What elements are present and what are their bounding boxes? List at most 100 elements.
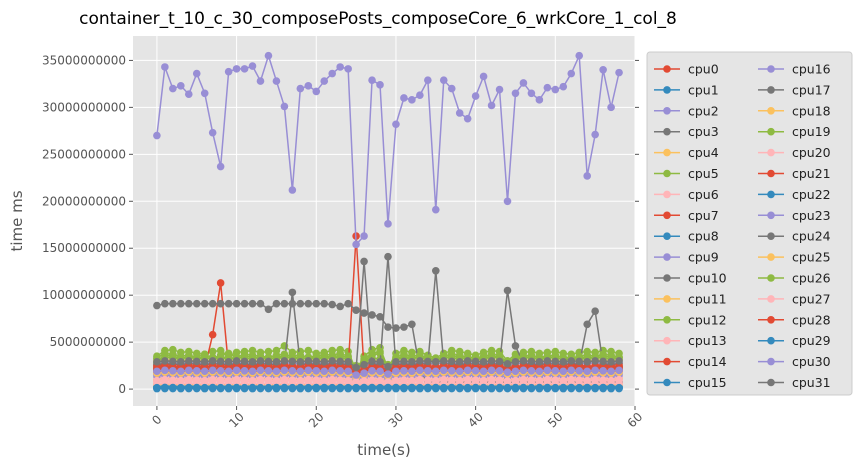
data-point [360, 232, 368, 240]
data-point [280, 350, 289, 359]
data-point [368, 383, 376, 392]
data-point [240, 350, 249, 359]
data-point [192, 69, 201, 78]
data-point [288, 366, 297, 375]
data-point [503, 377, 512, 385]
data-point [240, 383, 249, 392]
data-point [312, 366, 321, 375]
data-point [400, 357, 408, 366]
legend-label: cpu14 [688, 354, 727, 369]
data-point [463, 114, 472, 123]
legend-label: cpu23 [792, 208, 831, 223]
data-point [408, 367, 416, 376]
legend-label: cpu0 [688, 62, 719, 77]
data-point [208, 347, 217, 356]
data-point [519, 375, 528, 384]
legend-item-cpu23: cpu23 [758, 208, 831, 223]
y-tick-label: 5000000000 [50, 335, 126, 349]
legend-item-cpu24: cpu24 [758, 229, 831, 244]
data-point [416, 357, 424, 365]
y-tick-label: 15000000000 [42, 241, 126, 255]
legend-label: cpu3 [688, 124, 719, 139]
data-point [439, 357, 448, 365]
data-point [511, 383, 520, 392]
data-point [256, 383, 265, 392]
data-point [161, 357, 169, 365]
y-tick-label: 20000000000 [42, 194, 126, 208]
data-point [272, 376, 281, 385]
data-point [551, 383, 560, 392]
data-point [280, 383, 289, 392]
data-point [320, 367, 329, 376]
data-point [336, 63, 344, 71]
data-point [567, 366, 576, 375]
data-point [487, 101, 496, 110]
data-point [312, 299, 321, 308]
data-point [336, 349, 344, 358]
series-cpu30 [153, 366, 623, 379]
legend-swatch-marker [663, 232, 671, 240]
data-point [264, 366, 273, 375]
legend-swatch-marker [663, 127, 671, 136]
data-point [161, 349, 169, 358]
legend-label: cpu4 [688, 145, 719, 160]
data-point [216, 162, 225, 171]
data-point [304, 366, 313, 375]
data-point [495, 351, 504, 360]
data-point [368, 376, 376, 384]
data-point [559, 376, 568, 385]
data-point [177, 376, 185, 385]
data-point [527, 351, 536, 360]
data-point [248, 351, 257, 360]
data-point [384, 370, 392, 378]
data-point [591, 383, 599, 392]
data-point [216, 376, 225, 384]
data-point [336, 357, 344, 366]
data-point [384, 323, 392, 331]
legend-item-cpu18: cpu18 [758, 103, 831, 118]
data-point [224, 376, 233, 385]
data-point [551, 376, 560, 384]
data-point [591, 357, 599, 365]
data-point [352, 306, 360, 315]
data-point [463, 366, 472, 375]
legend-swatch-marker [663, 378, 671, 387]
data-point [328, 300, 337, 309]
data-point [240, 366, 249, 375]
data-point [392, 376, 400, 385]
data-point [431, 358, 440, 366]
data-point [256, 299, 265, 308]
data-point [200, 383, 209, 392]
data-point [216, 366, 225, 375]
data-point [352, 378, 360, 386]
data-point [431, 205, 440, 214]
data-point [527, 376, 536, 384]
data-point [376, 383, 384, 392]
data-point [153, 131, 161, 140]
data-point [527, 89, 536, 98]
data-point [400, 94, 408, 102]
data-point [312, 383, 321, 392]
legend-swatch-marker [767, 190, 775, 199]
legend-swatch-marker [767, 86, 775, 94]
data-point [216, 299, 225, 308]
legend-swatch-marker [663, 169, 671, 178]
data-point [511, 367, 520, 376]
legend-label: cpu13 [688, 333, 727, 348]
data-point [320, 376, 329, 385]
data-point [360, 257, 368, 266]
data-point [559, 82, 568, 91]
data-point [208, 375, 217, 384]
data-point [280, 375, 289, 384]
data-point [248, 299, 257, 308]
data-point [368, 357, 376, 366]
data-point [177, 352, 185, 361]
data-point [192, 383, 201, 392]
data-point [184, 357, 193, 365]
data-point [575, 51, 584, 60]
data-point [216, 383, 225, 392]
legend-swatch-marker [663, 107, 671, 115]
data-point [416, 366, 424, 375]
legend-swatch-marker [663, 65, 671, 73]
